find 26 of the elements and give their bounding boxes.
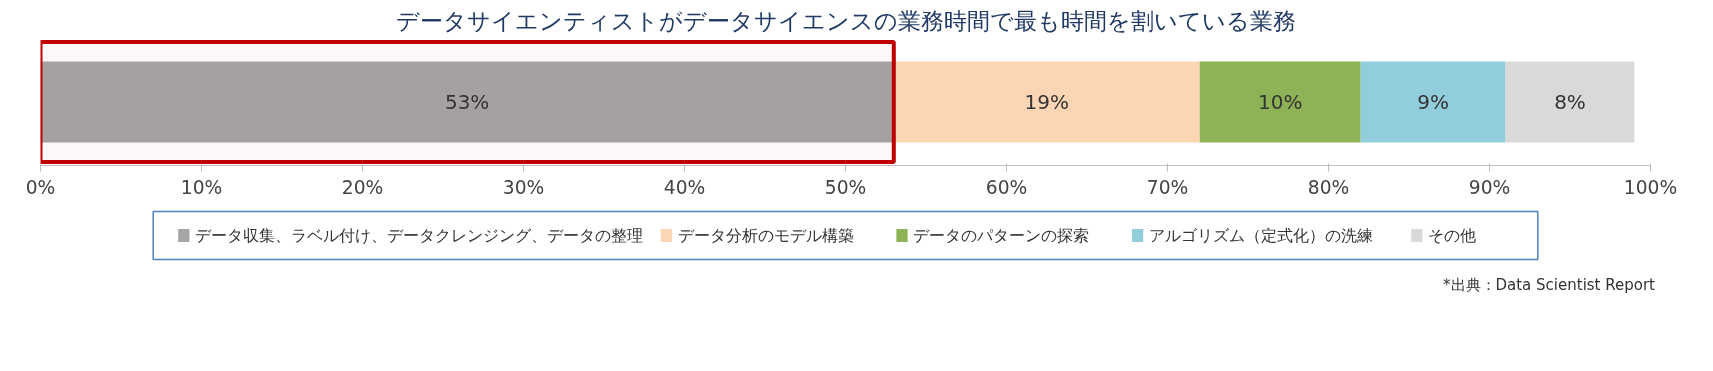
legend-label: データのパターンの探索 (913, 226, 1090, 245)
text: 53% (444, 90, 490, 114)
x-tick-label: 100% (1623, 176, 1678, 198)
x-tick-label: 30% (502, 176, 545, 198)
x-tick-label: 50% (824, 176, 867, 198)
bar (1505, 61, 1635, 143)
x-tick-label: 10% (180, 176, 223, 198)
x-tick-label: 90% (1468, 176, 1511, 198)
text: 9% (1417, 90, 1450, 114)
x-tick-label: 80% (1307, 176, 1350, 198)
text: 10% (1257, 90, 1303, 114)
legend-label: アルゴリズム（定式化）の洗練 (1148, 226, 1373, 245)
x-tick-label: 20% (341, 176, 384, 198)
x-tick-label: 60% (985, 176, 1028, 198)
bar (1360, 61, 1506, 143)
legend-label: その他 (1428, 226, 1477, 245)
legend-label: データ分析のモデル構築 (677, 226, 854, 245)
legend-label: データ収集、ラベル付け、データクレンジング、データの整理 (195, 226, 644, 245)
text: *出典：Data Scientist Report (1443, 275, 1655, 296)
x-tick-label: 40% (663, 176, 706, 198)
bar (1199, 61, 1361, 143)
text: 19% (1024, 90, 1069, 114)
x-tick-label: 70% (1146, 176, 1189, 198)
chart-title: データサイエンティストがデータサイエンスの業務時間で最も時間を割いている業務 (395, 7, 1296, 34)
text: 8% (1554, 90, 1586, 114)
x-tick-label: 0% (25, 176, 56, 198)
